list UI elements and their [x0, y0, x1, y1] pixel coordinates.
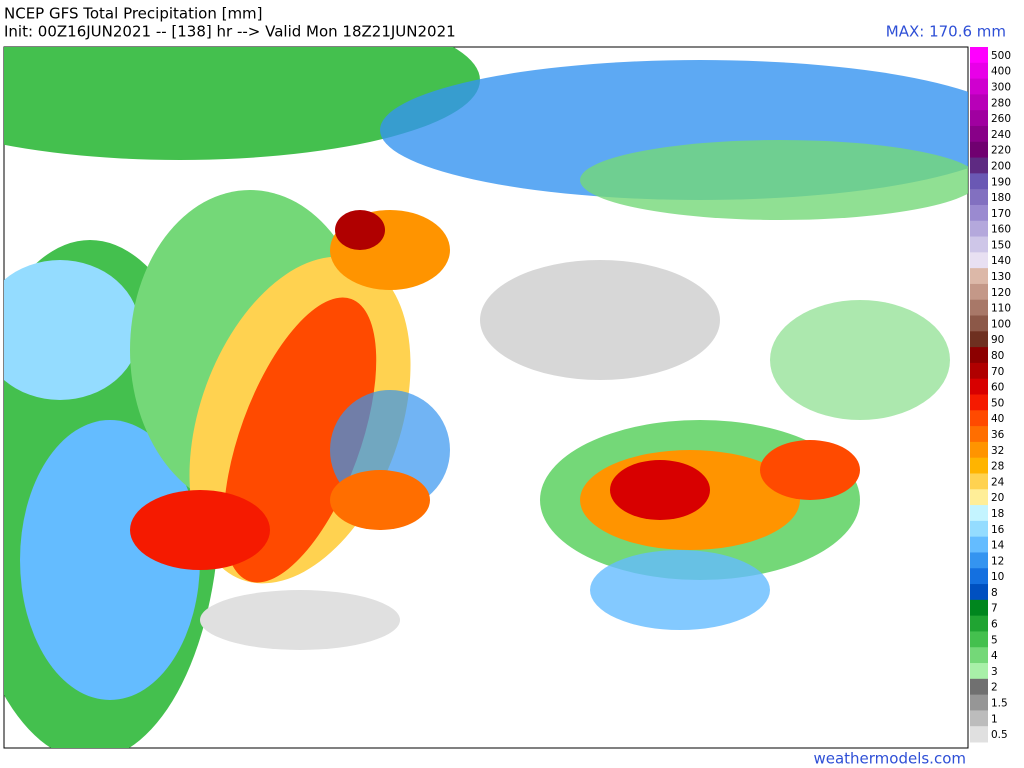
colorbar-swatch [970, 94, 988, 111]
colorbar-swatch [970, 78, 988, 95]
colorbar-label: 2 [991, 682, 998, 694]
colorbar-swatch [970, 410, 988, 427]
colorbar-swatch [970, 62, 988, 80]
colorbar-label: 1.5 [991, 698, 1008, 710]
colorbar-swatch [970, 710, 988, 727]
colorbar-swatch [970, 552, 988, 569]
colorbar-swatch [970, 236, 988, 253]
colorbar-swatch [970, 315, 988, 332]
max-value: MAX: 170.6 mm [886, 23, 1006, 41]
colorbar-label: 8 [991, 587, 998, 599]
colorbar-swatch [970, 694, 988, 711]
colorbar-label: 150 [991, 239, 1011, 251]
colorbar-label: 7 [991, 603, 998, 615]
colorbar-label: 5 [991, 634, 998, 646]
colorbar-label: 130 [991, 271, 1011, 283]
colorbar-label: 190 [991, 176, 1011, 188]
colorbar-swatch [970, 362, 988, 380]
colorbar-swatch [970, 141, 988, 159]
colorbar-swatch [970, 394, 988, 411]
colorbar-swatch [970, 252, 988, 269]
colorbar-label: 14 [991, 540, 1005, 552]
colorbar-label: 4 [991, 650, 998, 662]
colorbar-swatch [970, 615, 988, 632]
map-title: NCEP GFS Total Precipitation [mm] [4, 5, 263, 23]
colorbar-swatch [970, 125, 988, 143]
colorbar-label: 110 [991, 303, 1011, 315]
colorbar-label: 28 [991, 461, 1004, 473]
colorbar-swatch [970, 173, 988, 190]
colorbar-label: 0.5 [991, 729, 1008, 741]
colorbar-swatch [970, 536, 988, 553]
colorbar-label: 400 [991, 66, 1011, 78]
colorbar-label: 24 [991, 476, 1005, 488]
colorbar-label: 90 [991, 334, 1004, 346]
colorbar-swatch [970, 489, 988, 506]
colorbar-label: 32 [991, 445, 1004, 457]
colorbar-swatch [970, 473, 988, 490]
colorbar-swatch [970, 441, 988, 459]
colorbar-swatch [970, 299, 988, 317]
colorbar-label: 1 [991, 713, 998, 725]
colorbar-swatch [970, 631, 988, 648]
colorbar-label: 36 [991, 429, 1005, 441]
colorbar-label: 80 [991, 350, 1004, 362]
colorbar-label: 20 [991, 492, 1004, 504]
colorbar-label: 3 [991, 666, 998, 678]
colorbar-swatch [970, 283, 988, 301]
colorbar-swatch [970, 110, 988, 127]
colorbar-swatch [970, 520, 988, 538]
colorbar-swatch [970, 347, 988, 364]
credit: weathermodels.com [813, 750, 966, 768]
colorbar-swatch [970, 204, 988, 222]
colorbar-swatch [970, 47, 988, 64]
colorbar-label: 160 [991, 224, 1011, 236]
colorbar-swatch [970, 726, 988, 743]
colorbar-label: 70 [991, 366, 1004, 378]
colorbar-swatch [970, 378, 988, 395]
colorbar-label: 300 [991, 81, 1011, 93]
colorbar-label: 18 [991, 508, 1004, 520]
colorbar-label: 170 [991, 208, 1011, 220]
colorbar-label: 500 [991, 50, 1011, 62]
colorbar-swatch [970, 584, 988, 601]
colorbar-label: 180 [991, 192, 1011, 204]
colorbar-label: 240 [991, 129, 1011, 141]
colorbar-label: 12 [991, 555, 1004, 567]
colorbar-swatch [970, 505, 988, 522]
colorbar-swatch [970, 663, 988, 680]
colorbar-label: 16 [991, 524, 1005, 536]
colorbar-swatch [970, 157, 988, 174]
init-line: Init: 00Z16JUN2021 -- [138] hr --> Valid… [4, 23, 456, 41]
colorbar-swatch [970, 268, 988, 285]
colorbar-label: 10 [991, 571, 1004, 583]
colorbar-label: 280 [991, 97, 1011, 109]
colorbar-swatch [970, 568, 988, 585]
colorbar-label: 6 [991, 619, 998, 631]
colorbar-label: 200 [991, 160, 1011, 172]
colorbar-swatch [970, 331, 988, 348]
colorbar-label: 260 [991, 113, 1011, 125]
colorbar-label: 220 [991, 145, 1011, 157]
colorbar-label: 60 [991, 382, 1004, 394]
colorbar-swatch [970, 189, 988, 206]
colorbar-swatch [970, 678, 988, 696]
colorbar: 5004003002802602402202001901801701601501… [970, 47, 1011, 743]
colorbar-swatch [970, 647, 988, 664]
colorbar-label: 140 [991, 255, 1011, 267]
colorbar-label: 50 [991, 397, 1004, 409]
colorbar-swatch [970, 426, 988, 443]
colorbar-label: 100 [991, 318, 1011, 330]
colorbar-swatch [970, 220, 988, 238]
colorbar-swatch [970, 599, 988, 617]
colorbar-label: 40 [991, 413, 1004, 425]
colorbar-swatch [970, 457, 988, 474]
colorbar-label: 120 [991, 287, 1011, 299]
